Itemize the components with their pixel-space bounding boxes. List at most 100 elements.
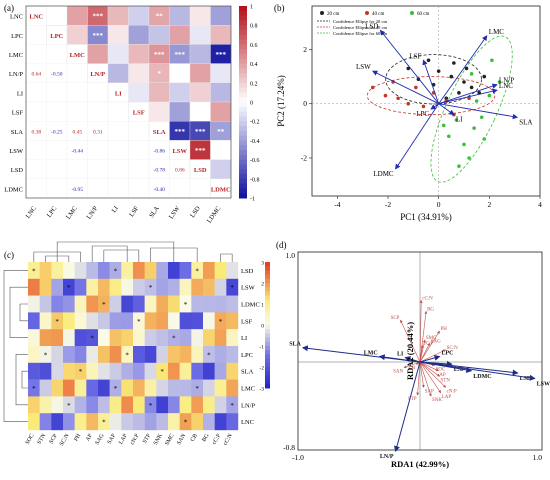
heatmap-cell: [203, 413, 215, 431]
correlation-value: 0.38: [31, 129, 41, 135]
explanatory-arrow: [419, 361, 441, 377]
x-axis-label: PC1 (34.91%): [400, 212, 452, 222]
col-label: SMC: [164, 433, 175, 447]
lower-cell: [107, 140, 129, 160]
heatmap-cell: [121, 329, 134, 347]
row-label: LSW: [241, 285, 256, 292]
y-axis-label: RDA2 (20.44%): [405, 322, 415, 380]
correlation-value: -0.40: [154, 187, 166, 193]
dendrogram-branch: [220, 253, 233, 262]
diag-label: LSF: [133, 110, 145, 117]
heatmap-cell: [51, 262, 64, 279]
lower-cell: [46, 140, 68, 160]
data-point: [487, 93, 492, 98]
heatmap-cell: [133, 295, 145, 313]
colorbar-segment: [239, 97, 247, 103]
dendrogram-branch: [150, 247, 198, 262]
data-point: [469, 72, 474, 76]
loading-arrow: [395, 103, 440, 170]
significance-stars: ***: [216, 51, 227, 59]
upper-cell: [66, 5, 88, 26]
explanatory-arrow: [419, 361, 447, 388]
data-point: [449, 74, 454, 79]
heatmap-cell: [63, 329, 75, 347]
row-label: LSD: [11, 167, 24, 174]
colorbar-segment: [265, 274, 273, 280]
upper-cell: [210, 63, 232, 83]
col-label: BG: [201, 433, 210, 443]
panel-d-rda: (d) cC:N BG SCP PH SMC SAG cC:P SC:N SAN CB SOC AP ST…: [272, 236, 550, 475]
heatmap-cell: [168, 413, 180, 431]
heatmap-cell: [179, 396, 192, 414]
heatmap-cell: [86, 278, 99, 296]
correlation-value: 0.45: [72, 129, 82, 135]
heatmap-cell: [51, 413, 64, 431]
heatmap-cell: [168, 278, 180, 296]
heatmap-cell: [28, 413, 40, 431]
colorbar-tick: 0: [261, 324, 264, 330]
x-tick-label: 2: [487, 200, 491, 209]
heatmap-cell: [63, 262, 75, 279]
correlation-value: -0.95: [72, 187, 84, 193]
correlation-value: -0.86: [154, 149, 166, 155]
col-label: SLA: [148, 205, 161, 219]
heatmap-cell: [214, 413, 227, 431]
heatmap-cell: [179, 295, 192, 313]
colorbar-tick: -0.6: [250, 158, 260, 164]
heatmap-cell: [39, 295, 52, 313]
heatmap-cell: [203, 346, 215, 363]
colorbar-segment: [239, 126, 247, 132]
significance-stars: **: [156, 13, 164, 21]
col-label: SAN: [176, 432, 187, 446]
lower-cell: [66, 101, 88, 122]
dendrogram-branch: [9, 286, 28, 338]
heatmap-cell: [121, 413, 134, 431]
y-axis-label: PC2 (17.24%): [276, 75, 286, 127]
y-tick-label: -0.8: [283, 443, 295, 452]
colorbar-segment: [239, 44, 247, 50]
heatmap-cell: [28, 278, 40, 296]
colorbar-segment: [239, 6, 247, 12]
significance-stars: ***: [195, 147, 206, 155]
heatmap-cell: [226, 396, 239, 414]
row-label: LDMC: [4, 186, 23, 193]
explanatory-label: STP: [408, 397, 417, 402]
upper-cell: [169, 63, 191, 83]
colorbar-segment: [265, 299, 273, 305]
heatmap-cell: [28, 329, 40, 347]
heatmap-cell: [168, 396, 180, 414]
heatmap-cell: [28, 379, 40, 397]
col-label: cC:P: [211, 433, 222, 446]
col-label: SC:N: [59, 432, 71, 447]
heatmap-cell: [144, 396, 157, 414]
heatmap-cell: [74, 346, 87, 363]
upper-cell: [128, 5, 150, 26]
heatmap-cell: [109, 312, 122, 330]
heatmap-cell: [156, 312, 169, 330]
x-tick-label: -4: [334, 200, 340, 209]
colorbar-segment: [265, 262, 273, 267]
heatmap-cell: [121, 362, 134, 380]
heatmap-cell: [98, 346, 110, 363]
colorbar-segment: [265, 308, 273, 313]
significance-stars: *: [67, 402, 71, 410]
heatmap-cell: [168, 312, 180, 330]
colorbar-segment: [239, 25, 247, 31]
heatmap-cell: [203, 295, 215, 313]
col-label: cC:N: [223, 432, 235, 446]
row-label: LDMC: [241, 302, 260, 309]
significance-stars: ***: [93, 32, 104, 40]
loading-label: LN/P: [499, 77, 514, 85]
data-point: [462, 80, 466, 84]
explanatory-label: AP: [439, 373, 446, 378]
data-point: [416, 77, 421, 82]
colorbar-tick: 1: [261, 303, 264, 309]
row-label: LNC: [241, 419, 254, 426]
legend-label: 60 cm: [417, 12, 429, 17]
heatmap-cell: [86, 346, 99, 363]
response-label: LI: [397, 352, 404, 358]
heatmap-cell: [214, 278, 227, 296]
upper-cell: [128, 63, 150, 83]
explanatory-arrow: [419, 361, 442, 394]
heatmap-cell: [203, 278, 215, 296]
